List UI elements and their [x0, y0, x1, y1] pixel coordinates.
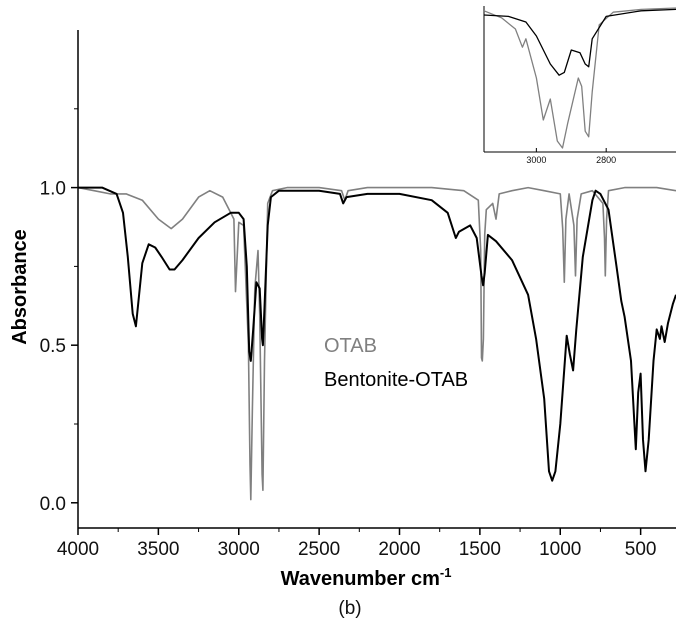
inset-plot: 3000 2800	[483, 6, 676, 165]
main-series	[77, 186, 676, 501]
x-tick-label: 500	[625, 539, 657, 560]
x-tick-label: 2500	[298, 539, 340, 560]
x-axis-title: Wavenumber cm-1	[281, 565, 452, 590]
x-tick-label: 3000	[218, 539, 260, 560]
inset-series	[483, 7, 676, 149]
inset-x-tick-label: 2800	[596, 155, 616, 165]
legend-label-otab: OTAB	[324, 335, 377, 357]
y-ticks: 0.0 0.5 1.0	[40, 108, 78, 515]
y-tick-label: 0.0	[40, 494, 66, 515]
x-tick-label: 4000	[57, 539, 99, 560]
y-axis-title: Absorbance	[9, 229, 31, 345]
x-tick-label: 3500	[137, 539, 179, 560]
x-tick-label: 1000	[539, 539, 581, 560]
x-axis-title-superscript: -1	[440, 565, 452, 580]
x-tick-label: 1500	[459, 539, 501, 560]
inset-series-line-otab	[483, 7, 676, 149]
series-line-bentonite-otab	[78, 186, 676, 482]
inset-series-line-bentonite-otab	[483, 8, 676, 76]
x-tick-label: 2000	[378, 539, 420, 560]
series-line-otab	[77, 186, 676, 501]
legend-label-bentonite-otab: Bentonite-OTAB	[324, 369, 468, 391]
x-ticks: 4000 3500 3000 2500 2000 1500 1000 500	[57, 528, 657, 560]
x-axis-title-main: Wavenumber cm	[281, 568, 440, 590]
y-tick-label: 1.0	[40, 179, 66, 200]
figure-caption: (b)	[338, 598, 361, 619]
inset-x-ticks: 3000 2800	[526, 148, 616, 165]
inset-x-tick-label: 3000	[526, 155, 546, 165]
y-tick-label: 0.5	[40, 336, 66, 357]
main-axes	[77, 30, 676, 529]
